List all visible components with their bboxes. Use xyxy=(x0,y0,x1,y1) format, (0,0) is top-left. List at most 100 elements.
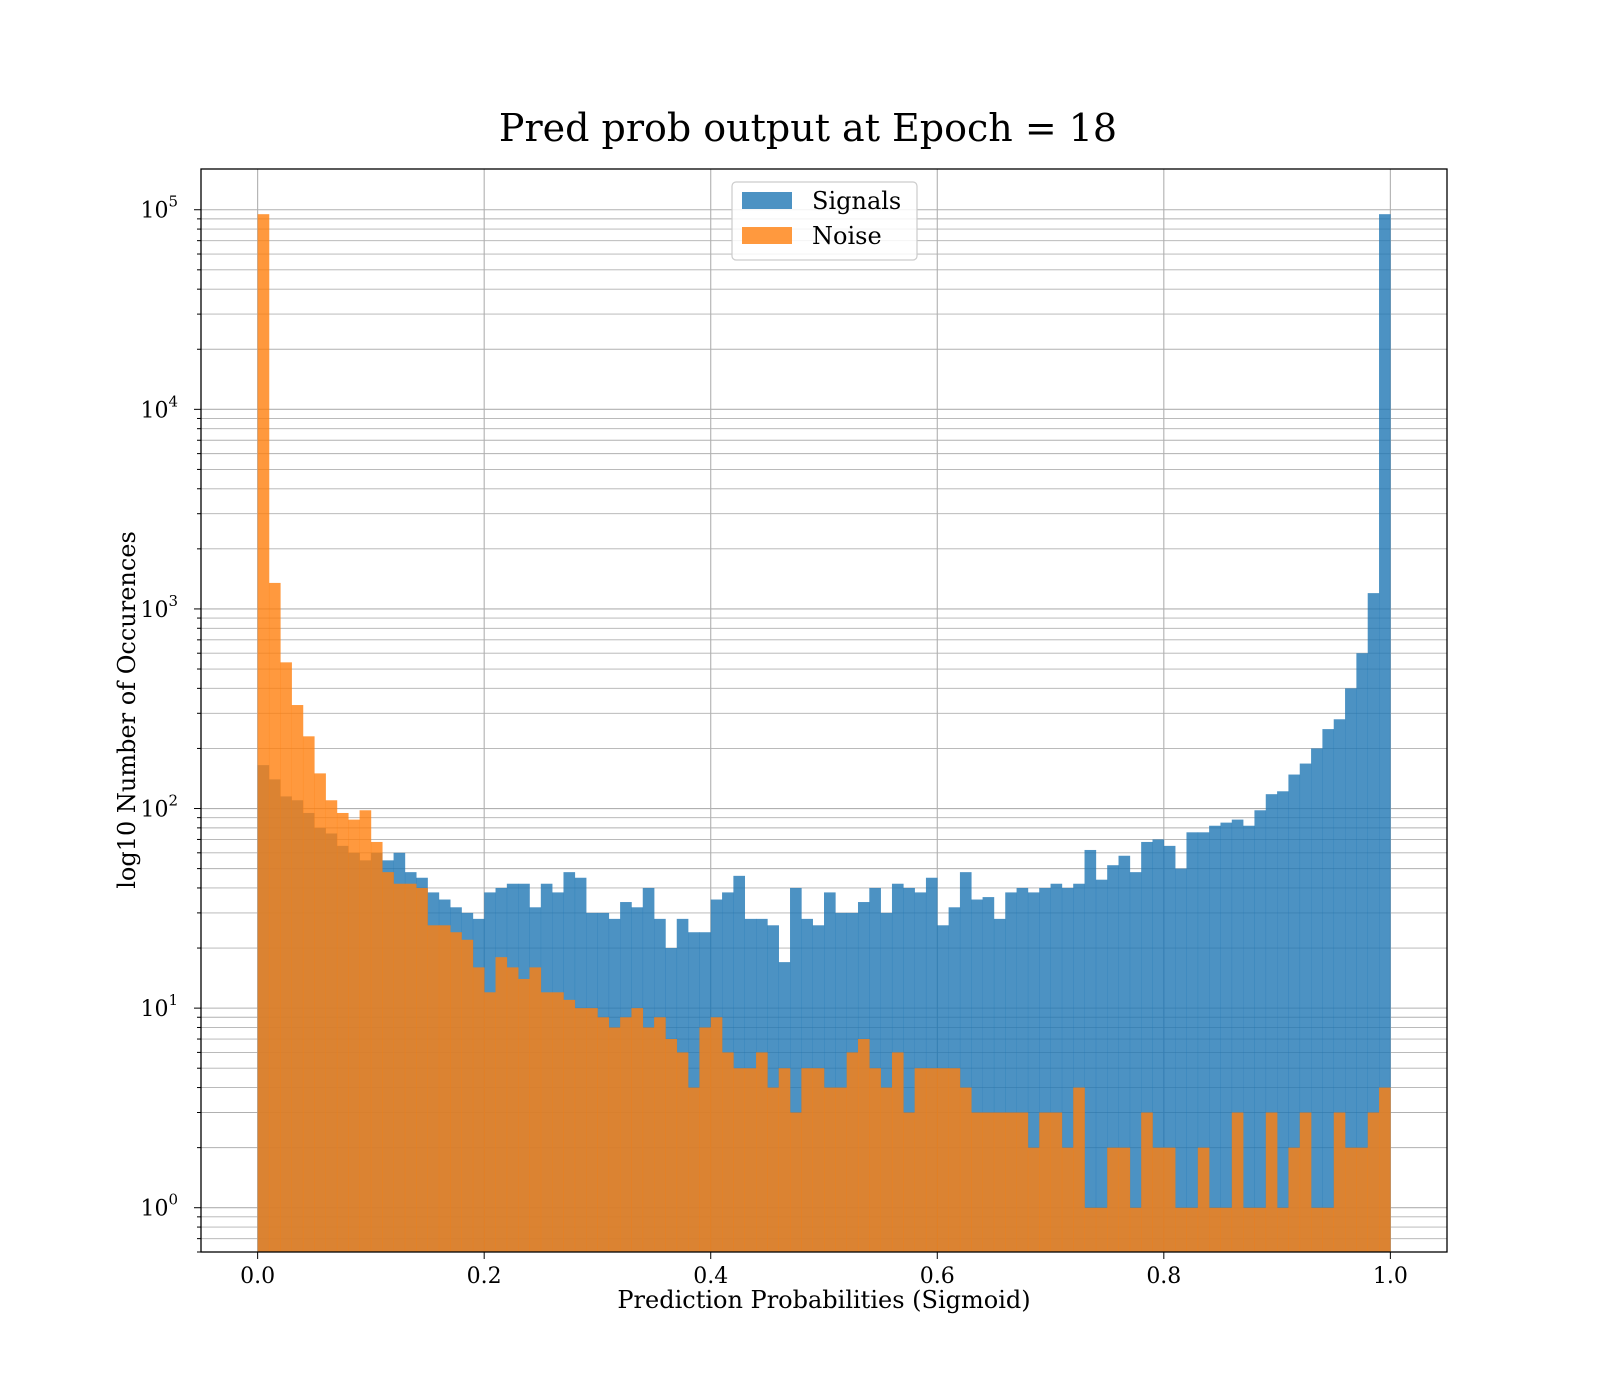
noise-bar xyxy=(597,1017,610,1252)
noise-bar xyxy=(1141,1112,1153,1252)
signals-bar xyxy=(1084,849,1097,1252)
signals-bar xyxy=(1163,845,1176,1252)
noise-bar xyxy=(631,1008,644,1252)
signals-bar xyxy=(1231,819,1244,1252)
signals-bar xyxy=(1356,653,1369,1252)
noise-bar xyxy=(1005,1112,1017,1252)
noise-bar xyxy=(1379,1087,1391,1252)
noise-bar xyxy=(1231,1112,1244,1252)
noise-bar xyxy=(903,1112,915,1252)
noise-bar xyxy=(472,967,485,1252)
noise-bar xyxy=(1073,1087,1085,1252)
y-tick-label-base: 10 xyxy=(140,798,168,823)
noise-bar xyxy=(880,1087,893,1252)
chart-title: Pred prob output at Epoch = 18 xyxy=(499,106,1117,150)
noise-bar xyxy=(1118,1147,1131,1252)
noise-bar xyxy=(778,1068,791,1252)
signals-bar xyxy=(903,887,915,1252)
noise-bar xyxy=(1152,1147,1165,1252)
signals-bar xyxy=(880,912,893,1252)
noise-bar xyxy=(835,1087,847,1252)
noise-bar xyxy=(1107,1147,1119,1252)
legend: Signals Noise xyxy=(731,181,918,261)
noise-bar xyxy=(393,883,406,1252)
signals-bar xyxy=(824,892,836,1252)
x-tick-label: 1.0 xyxy=(1373,1264,1408,1289)
noise-bar xyxy=(563,999,576,1252)
noise-bar xyxy=(676,1052,689,1252)
noise-bar xyxy=(891,1052,904,1252)
noise-bar xyxy=(1299,1112,1312,1252)
y-tick-label: 102 xyxy=(140,792,178,823)
noise-bar xyxy=(993,1112,1006,1252)
signals-bar xyxy=(790,887,802,1252)
y-tick-label-exponent: 3 xyxy=(168,592,178,610)
signals-bar xyxy=(1277,791,1289,1252)
legend-swatch-signals xyxy=(742,192,792,209)
signals-bar xyxy=(1050,883,1063,1252)
noise-bar xyxy=(959,1087,972,1252)
y-tick-label-base: 10 xyxy=(140,1197,168,1222)
legend-label-signals: Signals xyxy=(812,187,901,215)
noise-bar xyxy=(506,967,519,1252)
x-tick-label: 0.8 xyxy=(1146,1264,1181,1289)
noise-bar xyxy=(1197,1147,1210,1252)
y-tick-label-exponent: 1 xyxy=(168,991,178,1009)
signals-bar xyxy=(1333,719,1346,1252)
noise-bar xyxy=(1277,1207,1289,1252)
y-tick-label: 100 xyxy=(140,1191,178,1222)
noise-bar xyxy=(869,1068,881,1252)
noise-bar xyxy=(280,662,292,1252)
signals-bar xyxy=(1299,763,1312,1252)
noise-bar xyxy=(1322,1207,1335,1252)
noise-bar xyxy=(688,1087,700,1252)
y-tick-label: 101 xyxy=(140,991,178,1022)
noise-bar xyxy=(586,1008,598,1252)
y-tick-label: 104 xyxy=(140,392,178,423)
signals-bar xyxy=(993,918,1006,1252)
noise-bar xyxy=(1016,1112,1029,1252)
y-tick-label: 103 xyxy=(140,592,178,623)
noise-bar xyxy=(846,1052,859,1252)
signals-bar xyxy=(1061,887,1074,1252)
y-tick-label-base: 10 xyxy=(140,199,168,224)
noise-bar xyxy=(1265,1112,1278,1252)
noise-bar xyxy=(302,736,315,1252)
noise-bar xyxy=(427,925,440,1252)
noise-bar xyxy=(518,978,530,1252)
noise-bars xyxy=(257,214,1391,1252)
noise-bar xyxy=(1061,1147,1074,1252)
signals-bar xyxy=(1209,825,1221,1252)
noise-bar xyxy=(982,1112,995,1252)
noise-bar xyxy=(314,773,326,1252)
signals-bar xyxy=(1197,832,1210,1252)
noise-bar xyxy=(710,1017,723,1252)
noise-bar xyxy=(1163,1147,1176,1252)
noise-bar xyxy=(654,1017,666,1252)
signals-bar xyxy=(1005,892,1017,1252)
noise-bar xyxy=(336,812,349,1252)
noise-bar xyxy=(608,1027,621,1252)
signals-bar xyxy=(1379,214,1391,1252)
signals-bar xyxy=(1367,593,1380,1252)
noise-bar xyxy=(1311,1207,1323,1252)
signals-bar xyxy=(925,877,938,1252)
signals-bar xyxy=(1220,822,1233,1252)
noise-bar xyxy=(971,1112,983,1252)
noise-bar xyxy=(1345,1147,1357,1252)
noise-bar xyxy=(642,1027,655,1252)
noise-bar xyxy=(948,1068,961,1252)
signals-bar xyxy=(1311,748,1323,1252)
noise-bar xyxy=(1333,1112,1346,1252)
signals-bar xyxy=(1016,887,1029,1252)
y-tick-label-base: 10 xyxy=(140,598,168,623)
noise-bar xyxy=(348,819,360,1252)
noise-bar xyxy=(359,810,372,1252)
x-axis-ticks: 0.0 0.2 0.4 0.6 0.8 1.0 xyxy=(240,1252,1408,1289)
signals-bar xyxy=(982,897,995,1252)
noise-bar xyxy=(665,1039,678,1252)
y-tick-label: 105 xyxy=(140,193,178,224)
y-tick-label-exponent: 5 xyxy=(168,193,178,211)
